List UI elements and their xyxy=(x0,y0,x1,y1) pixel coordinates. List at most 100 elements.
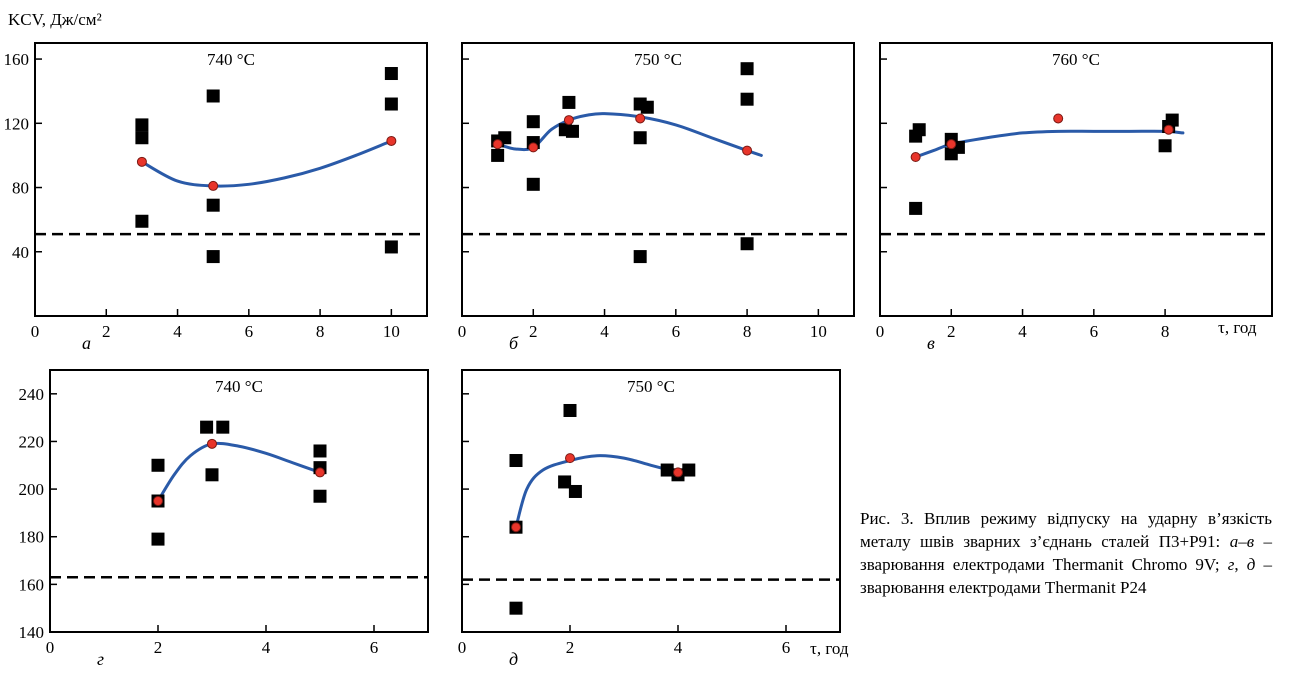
mean-point xyxy=(635,113,646,124)
x-tick-label: 4 xyxy=(600,322,609,341)
measurement-point xyxy=(562,95,576,109)
plot-frame xyxy=(461,369,841,633)
caption-mid: – зварювання електродами Thermanit Chrom… xyxy=(860,532,1273,574)
y-tick-label: 160 xyxy=(19,575,45,594)
measurement-point xyxy=(909,201,923,215)
temperature-label: 740 °C xyxy=(215,377,263,396)
x-tick-label: 2 xyxy=(102,322,111,341)
measurement-point xyxy=(633,250,647,264)
mean-point xyxy=(511,522,521,533)
measurement-point xyxy=(1165,113,1179,127)
mean-point xyxy=(315,467,325,478)
panel-4: 0 2 4 6 140 160 180 200 220 240 740 °C г xyxy=(19,369,429,669)
temperature-label: 750 °C xyxy=(634,50,682,69)
x-tick-label: 10 xyxy=(810,322,827,341)
panel-2: 0 2 4 6 8 10 750 °C б xyxy=(458,42,855,353)
x-tick-label: 6 xyxy=(245,322,254,341)
panel-3: 0 2 4 6 8 760 °C в xyxy=(876,42,1273,353)
caption-comma: , xyxy=(1234,555,1247,574)
measurement-point xyxy=(206,250,220,264)
measurement-point xyxy=(563,403,577,417)
x-tick-label: 6 xyxy=(1090,322,1099,341)
measurement-point xyxy=(558,475,572,489)
panel-letter: б xyxy=(509,333,519,353)
plot-frame xyxy=(461,42,855,317)
mean-point xyxy=(492,139,503,150)
measurement-point xyxy=(135,118,149,132)
x-tick-label: 0 xyxy=(458,638,467,657)
panel-letter: в xyxy=(927,333,935,353)
x-tick-label: 8 xyxy=(743,322,752,341)
mean-point xyxy=(208,180,219,191)
measurement-point xyxy=(568,484,582,498)
x-tick-label: 4 xyxy=(173,322,182,341)
measurement-point xyxy=(313,489,327,503)
y-tick-label: 160 xyxy=(4,50,30,69)
measurement-point xyxy=(151,532,165,546)
x-axis-title-top: τ, год xyxy=(1218,318,1257,337)
x-tick-label: 6 xyxy=(672,322,681,341)
x-tick-label: 0 xyxy=(31,322,40,341)
measurement-point xyxy=(135,214,149,228)
measurement-point xyxy=(640,100,654,114)
x-tick-label: 2 xyxy=(154,638,163,657)
measurement-point xyxy=(384,67,398,81)
mean-point xyxy=(207,438,217,449)
x-tick-label: 4 xyxy=(1018,322,1027,341)
mean-point xyxy=(1053,113,1064,124)
measurement-point xyxy=(151,458,165,472)
mean-point xyxy=(946,139,957,150)
plot-frame xyxy=(34,42,428,317)
measurement-point xyxy=(384,97,398,111)
measurement-point xyxy=(565,124,579,138)
measurement-point xyxy=(509,454,523,468)
trend-curve xyxy=(156,441,322,503)
panel-letter: а xyxy=(82,333,91,353)
y-tick-label: 120 xyxy=(4,114,30,133)
measurement-point xyxy=(498,131,512,145)
mean-point xyxy=(565,453,575,464)
y-axis-title: KCV, Дж/см² xyxy=(8,10,102,29)
measurement-point xyxy=(206,89,220,103)
measurement-point xyxy=(135,131,149,145)
trend-curve xyxy=(914,129,1185,159)
measurement-point xyxy=(740,92,754,106)
measurement-point xyxy=(1158,139,1172,153)
caption-letter-g: г xyxy=(1227,555,1235,574)
y-tick-label: 200 xyxy=(19,480,45,499)
x-tick-label: 4 xyxy=(262,638,271,657)
mean-point xyxy=(528,142,539,153)
y-tick-label: 240 xyxy=(19,385,45,404)
measurement-point xyxy=(313,444,327,458)
x-tick-label: 10 xyxy=(383,322,400,341)
mean-point xyxy=(673,467,683,478)
x-tick-label: 2 xyxy=(566,638,575,657)
measurement-point xyxy=(660,463,674,477)
plot-frame xyxy=(879,42,1273,317)
measurement-point xyxy=(912,123,926,137)
temperature-label: 740 °C xyxy=(207,50,255,69)
x-tick-label: 8 xyxy=(1161,322,1170,341)
measurement-point xyxy=(205,468,219,482)
y-tick-label: 220 xyxy=(19,432,45,451)
y-tick-label: 40 xyxy=(12,243,29,262)
figure-caption: Рис. 3. Вплив режиму відпуску на ударну … xyxy=(860,507,1272,599)
measurement-point xyxy=(491,148,505,162)
trend-curve xyxy=(514,454,680,529)
mean-point xyxy=(910,152,921,163)
measurement-point xyxy=(206,198,220,212)
x-tick-label: 4 xyxy=(674,638,683,657)
mean-point xyxy=(1163,124,1174,135)
y-tick-label: 140 xyxy=(19,623,45,642)
panel-1: 0 2 4 6 8 10 40 80 120 160 740 °C а xyxy=(4,42,428,353)
mean-point xyxy=(386,135,397,146)
measurement-point xyxy=(509,601,523,615)
mean-point xyxy=(563,115,574,126)
caption-prefix: Рис. 3. Вплив режиму відпуску на ударну … xyxy=(860,509,1272,551)
temperature-label: 750 °C xyxy=(627,377,675,396)
x-tick-label: 6 xyxy=(782,638,791,657)
measurement-point xyxy=(682,463,696,477)
x-tick-label: 2 xyxy=(947,322,956,341)
measurement-point xyxy=(740,237,754,251)
